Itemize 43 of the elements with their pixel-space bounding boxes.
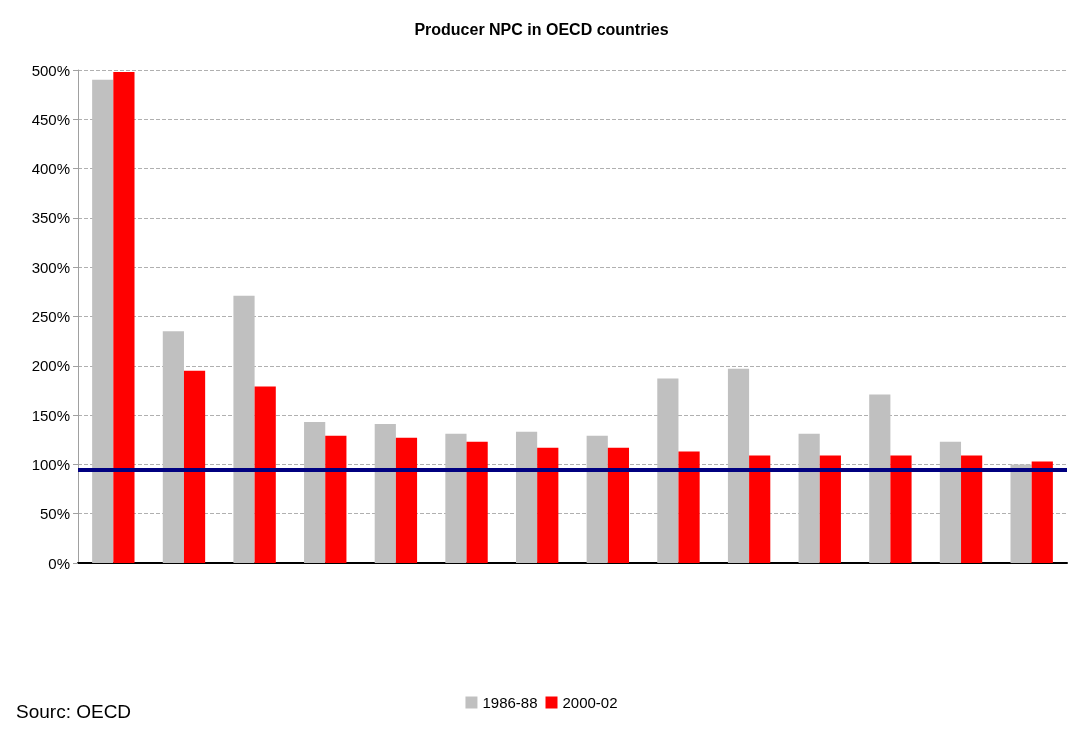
bar (1031, 461, 1053, 563)
y-tick-label: 50% (39, 505, 70, 523)
bar (607, 447, 630, 563)
bar (1010, 464, 1032, 563)
bar (515, 431, 538, 563)
y-tick-label: 200% (31, 357, 70, 375)
bar (162, 331, 184, 563)
bar (445, 433, 467, 563)
bar (657, 378, 679, 563)
bar (466, 441, 488, 563)
y-tick-label: 250% (31, 308, 70, 325)
bar (749, 455, 771, 563)
y-tick-label: 100% (31, 455, 70, 473)
bar (890, 455, 912, 563)
bar (304, 422, 326, 563)
y-tick-label: 350% (31, 209, 70, 227)
bar (325, 435, 347, 563)
bar (727, 368, 750, 563)
bar (183, 370, 206, 563)
legend-label: 2000-02 (562, 694, 618, 711)
bar (678, 451, 700, 563)
y-tick-label: 300% (31, 258, 70, 276)
bar (798, 433, 820, 563)
bar (254, 386, 276, 563)
legend-label: 1986-88 (482, 694, 538, 711)
bar (819, 455, 841, 563)
bar (233, 295, 255, 563)
bar (92, 79, 114, 563)
y-tick-label: 150% (31, 406, 70, 424)
bar (113, 71, 135, 563)
bar (374, 423, 396, 563)
y-tick-label: 450% (31, 110, 70, 128)
bar (586, 435, 608, 563)
text: Sourc: OECD (16, 701, 132, 722)
bar (961, 455, 983, 563)
y-tick-label: 500% (31, 61, 70, 79)
bar (869, 394, 891, 563)
y-tick-label: 0% (48, 554, 70, 572)
bar (939, 441, 962, 563)
y-tick-label: 400% (31, 160, 70, 178)
chart-title: Producer NPC in OECD countries (414, 20, 669, 38)
bar (537, 447, 559, 563)
bar (395, 437, 418, 563)
